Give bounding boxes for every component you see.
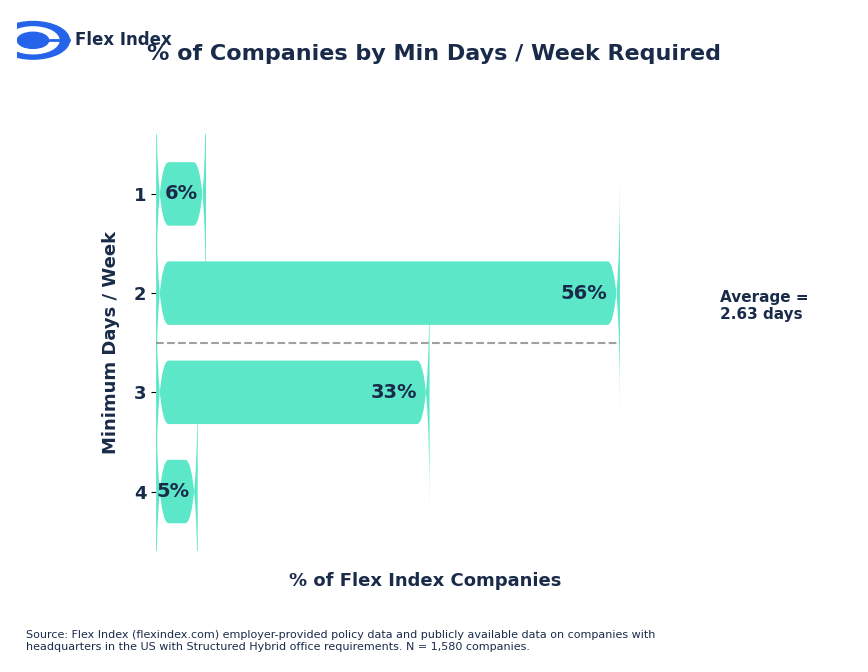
Text: 6%: 6%: [165, 184, 198, 204]
Circle shape: [0, 22, 69, 59]
Circle shape: [7, 27, 59, 54]
FancyBboxPatch shape: [156, 176, 620, 410]
Text: 33%: 33%: [371, 383, 417, 402]
Text: Flex Index: Flex Index: [75, 32, 171, 49]
FancyBboxPatch shape: [156, 276, 430, 509]
Circle shape: [17, 32, 49, 48]
Text: Average =
2.63 days: Average = 2.63 days: [720, 290, 809, 322]
Text: 56%: 56%: [561, 284, 608, 302]
FancyBboxPatch shape: [156, 374, 198, 609]
X-axis label: % of Flex Index Companies: % of Flex Index Companies: [289, 572, 562, 590]
Y-axis label: Minimum Days / Week: Minimum Days / Week: [102, 231, 120, 454]
Text: Source: Flex Index (flexindex.com) employer-provided policy data and publicly av: Source: Flex Index (flexindex.com) emplo…: [26, 630, 655, 652]
FancyBboxPatch shape: [156, 77, 206, 311]
Text: 5%: 5%: [156, 482, 189, 501]
Text: % of Companies by Min Days / Week Required: % of Companies by Min Days / Week Requir…: [147, 44, 721, 64]
